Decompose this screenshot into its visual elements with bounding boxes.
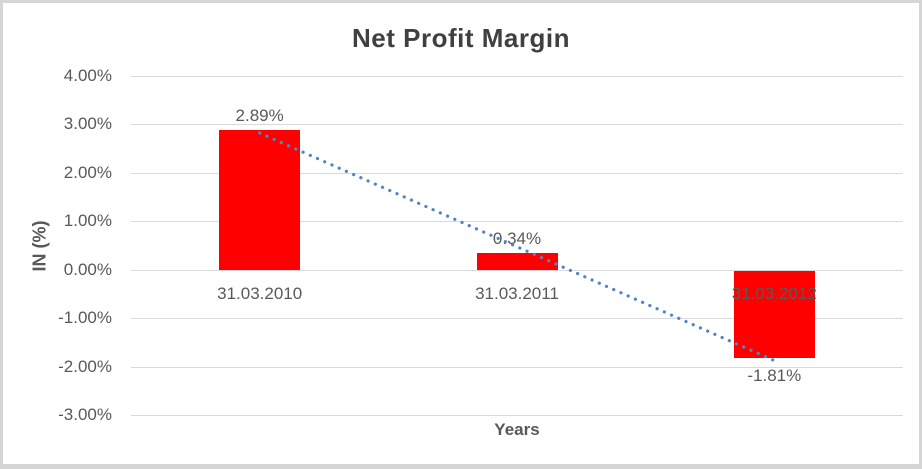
y-axis-tick-label: 1.00% <box>63 211 112 231</box>
y-axis-tick-label: -3.00% <box>58 405 112 424</box>
gridline <box>131 124 903 126</box>
category-label: 31.03.2011 <box>475 284 559 303</box>
x-axis-title: Years <box>494 420 540 439</box>
y-axis-tick-label: 4.00% <box>63 66 112 85</box>
y-axis-tick-label: -1.00% <box>58 308 112 328</box>
y-axis-tick-label: 2.00% <box>63 162 112 182</box>
y-axis-tick-label: -2.00% <box>58 356 112 376</box>
bar-31.03.2011[interactable] <box>476 253 558 270</box>
category-label: 31.03.2010 <box>217 284 303 303</box>
category-label: 31.03.2012 <box>731 284 817 303</box>
data-label: 2.89% <box>235 105 284 125</box>
bar-31.03.2010[interactable] <box>219 129 301 270</box>
chart-title: Net Profit Margin <box>352 23 570 53</box>
gridline <box>131 366 903 368</box>
data-label: -1.81% <box>747 366 802 386</box>
gridline <box>131 415 903 416</box>
gridline <box>131 76 903 77</box>
y-axis-tick-label: 3.00% <box>63 114 112 134</box>
data-label: 0.34% <box>492 229 542 249</box>
y-axis-tick-label: 0.00% <box>63 259 112 279</box>
